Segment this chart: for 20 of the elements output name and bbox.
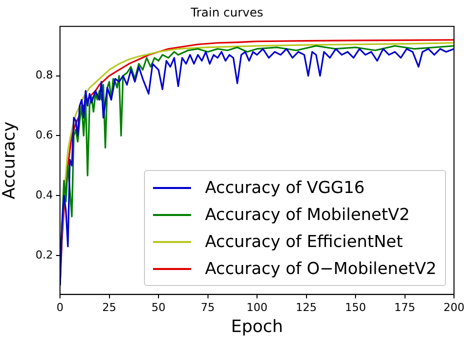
legend-label: Accuracy of MobilenetV2 — [205, 204, 410, 226]
y-tick-label: 0.2 — [36, 248, 53, 262]
x-tick-label: 150 — [345, 300, 366, 314]
x-tick-label: 100 — [246, 300, 268, 314]
y-axis-title: Accuracy — [0, 122, 20, 200]
x-tick-label: 175 — [394, 300, 416, 314]
legend-label: Accuracy of EfficientNet — [205, 231, 403, 254]
x-tick-label: 25 — [102, 300, 116, 314]
y-tick-label: 0.4 — [36, 188, 53, 202]
x-tick-label: 125 — [296, 300, 317, 314]
x-tick-label: 50 — [152, 300, 166, 314]
y-tick-label: 0.8 — [36, 68, 53, 82]
x-tick-label: 75 — [200, 300, 215, 314]
chart-title: Train curves — [190, 5, 264, 20]
x-axis-title: Epoch — [230, 317, 284, 338]
legend-label: Accuracy of O−MobilenetV2 — [205, 258, 437, 280]
legend-label: Accuracy of VGG16 — [205, 177, 365, 200]
x-tick-label: 0 — [56, 300, 64, 314]
y-tick-label: 0.6 — [36, 128, 53, 142]
x-tick-label: 200 — [444, 300, 464, 314]
